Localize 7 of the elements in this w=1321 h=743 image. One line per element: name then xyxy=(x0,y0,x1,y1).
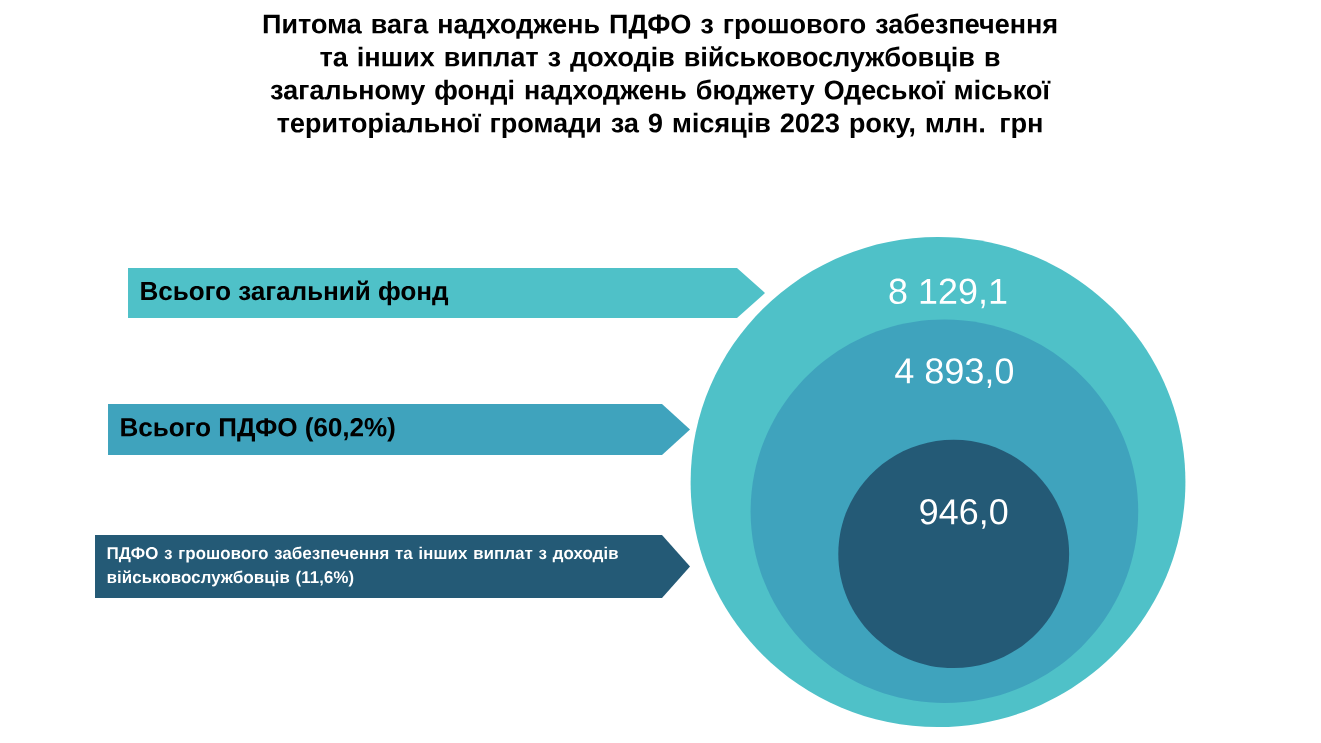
category-label: Всього ПДФО (60,2%) xyxy=(121,417,395,442)
category-label: ПДФО з грошового забезпечення та інших виплат з доходів військовослужбовців (11,6%) xyxy=(107,546,618,587)
data-label: 8 129,1 xyxy=(889,278,1007,309)
data-label: 4 893,0 xyxy=(895,358,1014,388)
text: Питома вага надходжень ПДФО з грошового забезпечення та інших виплат з доходів військовослужбовців в загальному фонді надходжень бюджету Одеської міської територіальної громади за 9 місяців 2023 року, млн. грн xyxy=(263,13,1057,138)
category-label: Всього загальний фонд xyxy=(141,280,449,306)
data-label: 946,0 xyxy=(920,499,1008,529)
